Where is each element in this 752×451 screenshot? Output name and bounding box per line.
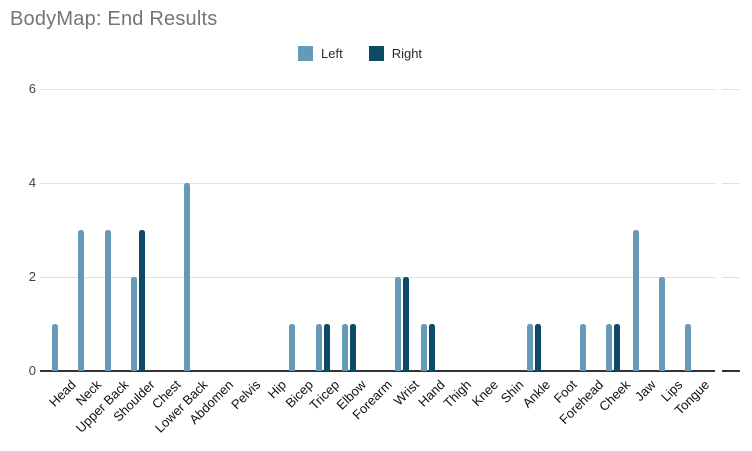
legend-item-right[interactable]: Right	[368, 46, 423, 61]
x-axis-label-wrist: Wrist	[390, 377, 422, 409]
bar-left-hand[interactable]	[421, 323, 428, 371]
bar-left-wrist[interactable]	[394, 276, 401, 371]
x-axis-label-pelvis: Pelvis	[227, 377, 264, 413]
bar-right-ankle[interactable]	[534, 323, 541, 371]
x-axis-label-head: Head	[45, 377, 79, 410]
legend-label-right: Right	[391, 46, 423, 61]
x-axis-label-ankle: Ankle	[519, 377, 554, 411]
legend-swatch-left-icon	[298, 46, 313, 61]
bar-left-tricep[interactable]	[315, 323, 322, 371]
bar-left-ankle[interactable]	[526, 323, 533, 371]
chart-title: BodyMap: End Results	[10, 8, 218, 30]
x-axis-baseline	[40, 370, 740, 372]
bar-left-elbow[interactable]	[342, 323, 349, 371]
y-axis-tick-label-6: 6	[28, 80, 36, 96]
bar-left-bicep[interactable]	[289, 323, 296, 371]
x-axis-label-hand: Hand	[415, 377, 448, 410]
gridline-y6	[40, 88, 740, 90]
bar-left-lower-back[interactable]	[183, 182, 190, 371]
legend-item-left[interactable]: Left	[298, 46, 343, 61]
gridline-y4	[40, 182, 740, 184]
bar-left-neck[interactable]	[78, 229, 85, 371]
bar-left-forehead[interactable]	[579, 323, 586, 371]
gridline-y2	[40, 276, 740, 278]
bar-right-shoulder[interactable]	[138, 229, 145, 371]
bar-right-elbow[interactable]	[350, 323, 357, 371]
bar-left-tongue[interactable]	[685, 323, 692, 371]
bar-left-shoulder[interactable]	[130, 276, 137, 371]
bar-right-cheek[interactable]	[614, 323, 621, 371]
y-axis-tick-label-2: 2	[28, 268, 36, 284]
bar-left-jaw[interactable]	[632, 229, 639, 371]
legend: Left Right	[298, 46, 422, 61]
y-axis-tick-label-0: 0	[28, 363, 36, 378]
bar-left-upper-back[interactable]	[104, 229, 111, 371]
x-axis-label-thigh: Thigh	[440, 377, 475, 411]
y-axis-tick-label-4: 4	[28, 174, 36, 190]
bar-left-lips[interactable]	[658, 276, 665, 371]
bar-right-tricep[interactable]	[323, 323, 330, 371]
legend-swatch-right-icon	[368, 46, 384, 61]
x-axis-label-jaw: Jaw	[632, 377, 660, 404]
bar-left-head[interactable]	[51, 323, 58, 371]
bar-right-wrist[interactable]	[402, 276, 409, 371]
gridline-gap-artifact	[715, 84, 722, 374]
bar-left-cheek[interactable]	[606, 323, 613, 371]
bar-right-hand[interactable]	[429, 323, 436, 371]
legend-label-left: Left	[321, 46, 343, 61]
x-axis-label-knee: Knee	[468, 377, 501, 410]
